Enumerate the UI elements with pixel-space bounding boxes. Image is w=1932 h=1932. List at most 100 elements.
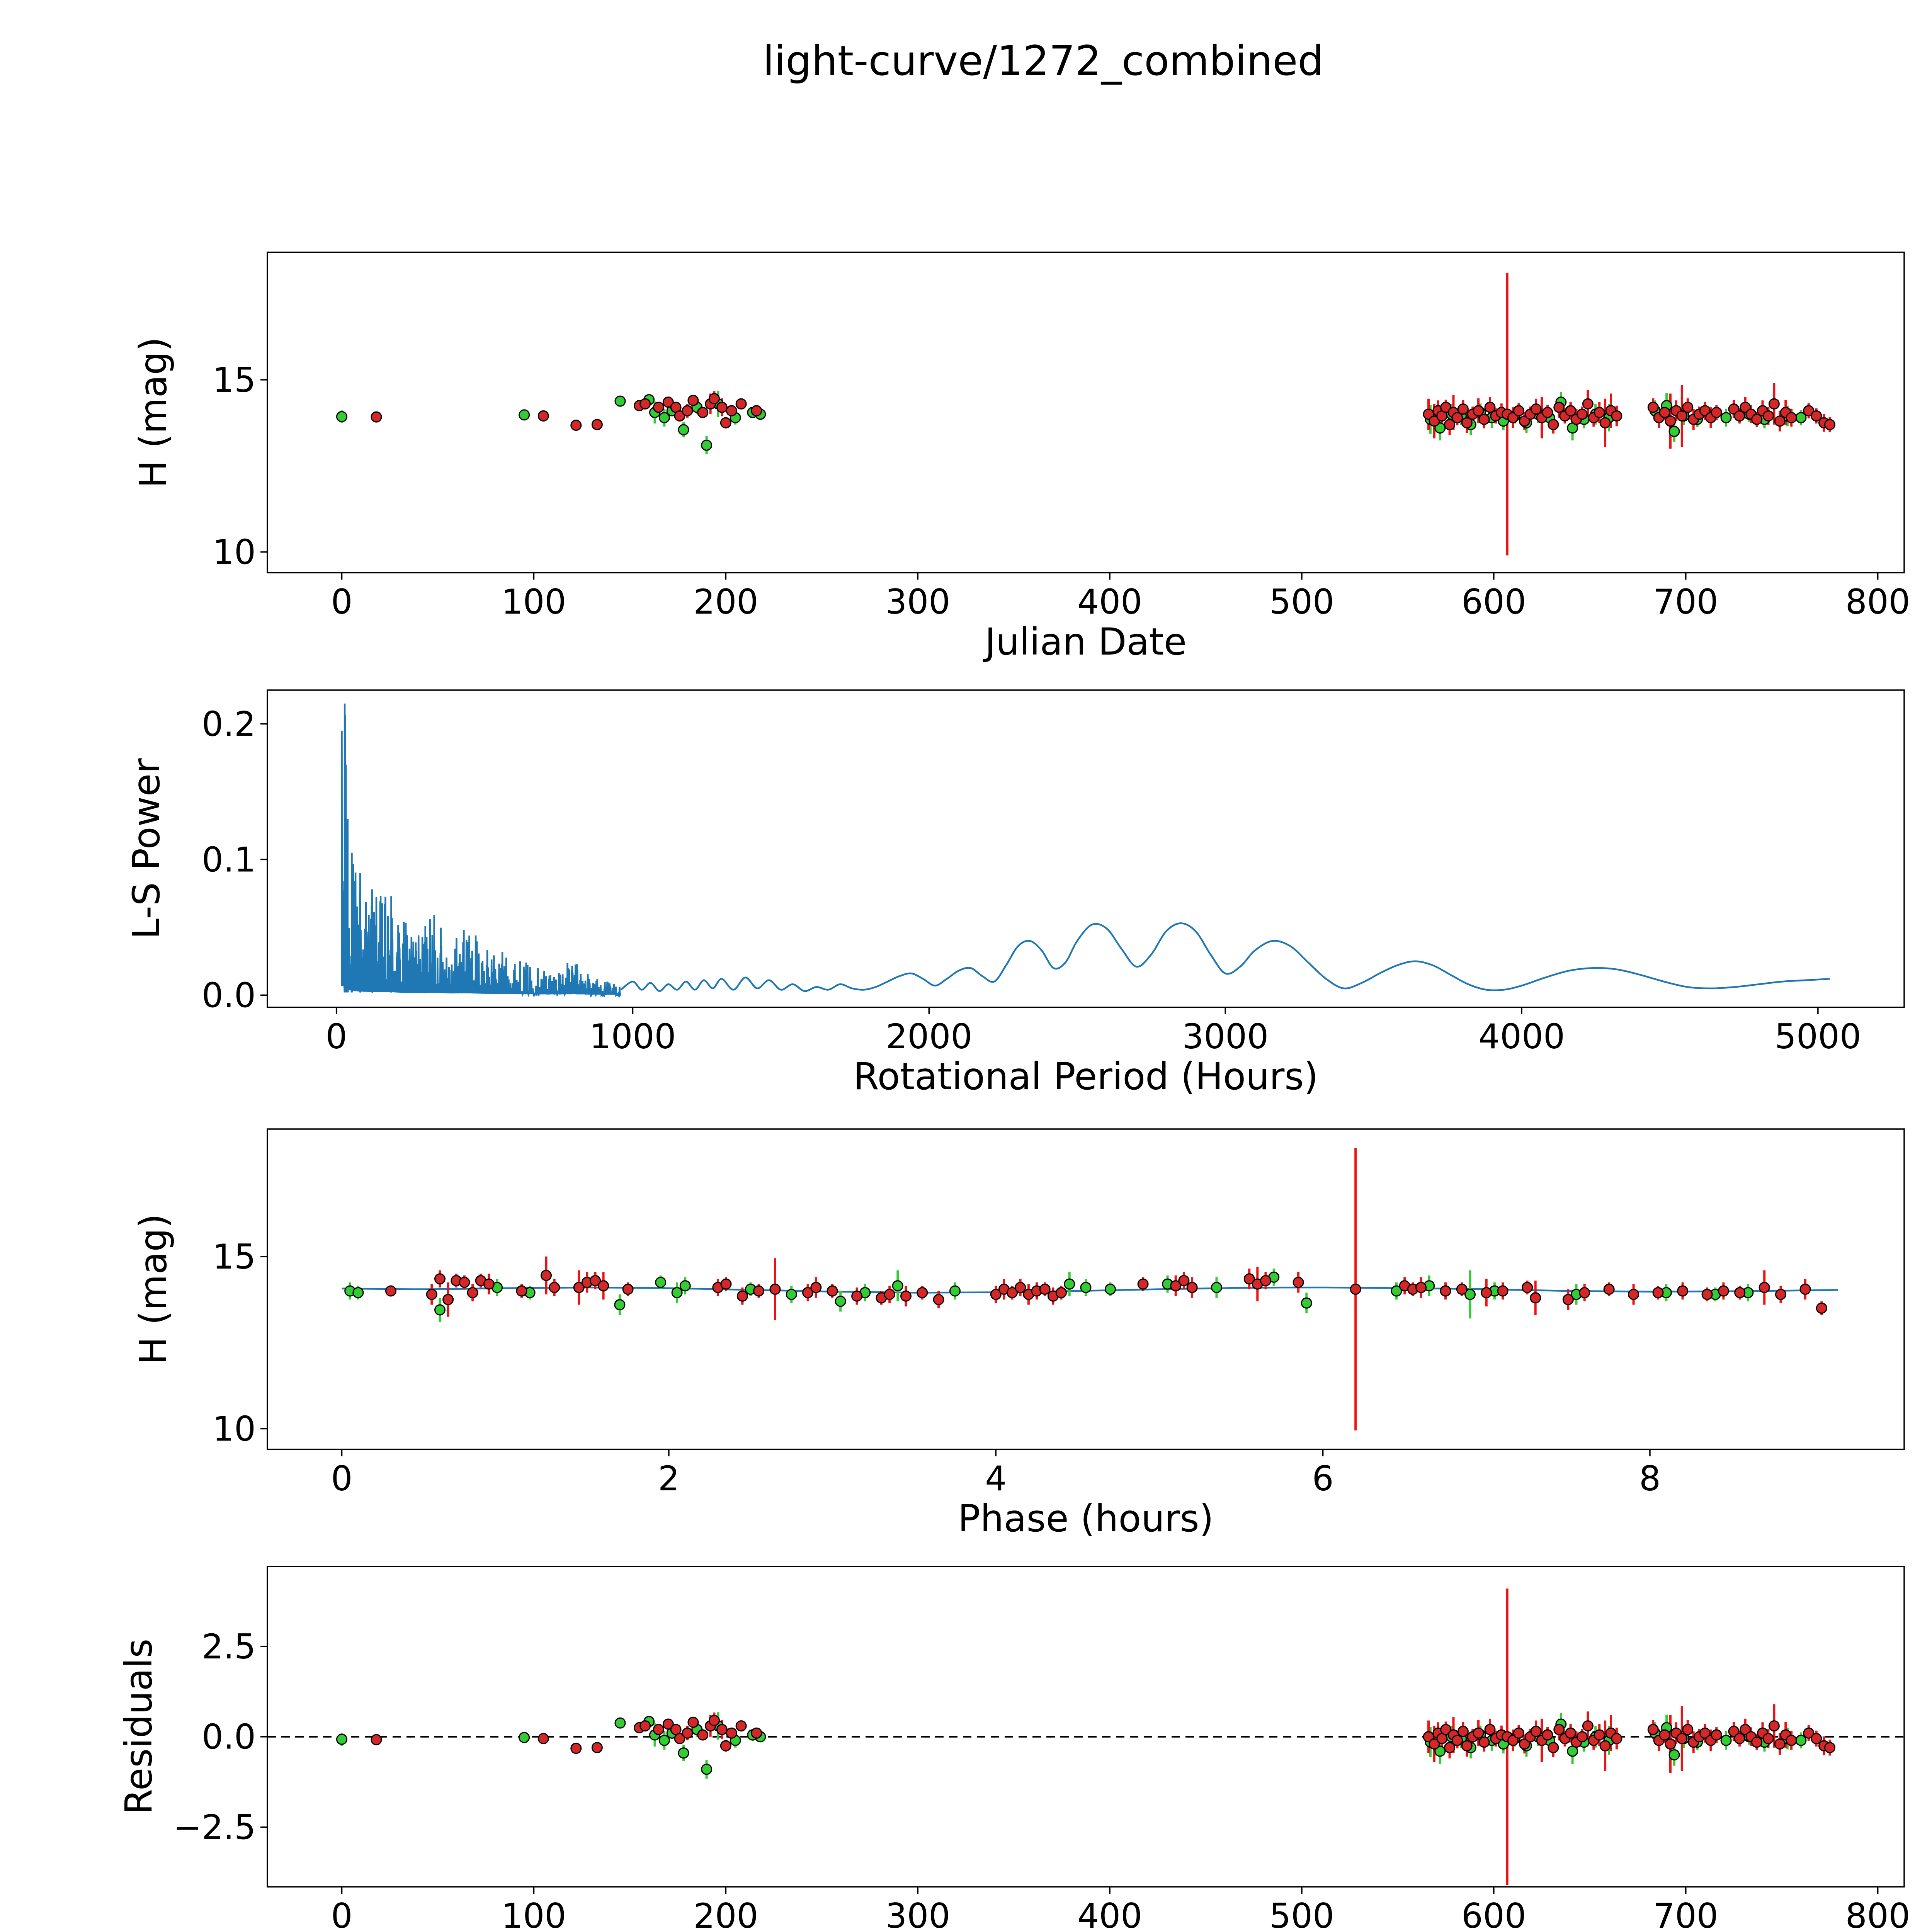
data-point — [1659, 1729, 1670, 1741]
data-point — [1457, 403, 1469, 415]
data-point — [1701, 1289, 1713, 1300]
axes-background — [267, 1566, 1904, 1887]
x-tick-label: 300 — [885, 1896, 950, 1932]
data-point — [653, 401, 664, 413]
data-point — [1720, 1735, 1732, 1746]
data-point — [709, 1715, 720, 1726]
data-point — [720, 417, 731, 429]
figure-title: light-curve/1272_combined — [763, 37, 1324, 85]
data-point — [1611, 1733, 1622, 1744]
x-axis-label: Rotational Period (Hours) — [853, 1055, 1318, 1098]
data-point — [835, 1296, 846, 1307]
data-point — [769, 1284, 781, 1295]
data-point — [662, 1718, 674, 1730]
data-point — [639, 1720, 651, 1732]
data-point — [1799, 1284, 1811, 1295]
x-tick-label: 2 — [658, 1459, 680, 1498]
data-point — [352, 1287, 364, 1298]
data-point — [570, 420, 582, 431]
x-tick-label: 5000 — [1775, 1017, 1861, 1056]
data-point — [1811, 410, 1822, 422]
plot-area-residuals — [267, 1588, 1904, 1885]
data-point — [697, 407, 709, 418]
data-point — [614, 1717, 626, 1729]
data-point — [1665, 415, 1676, 427]
data-point — [1105, 1284, 1116, 1295]
data-point — [892, 1280, 903, 1292]
data-point — [1473, 1727, 1484, 1739]
data-point — [1007, 1287, 1018, 1298]
data-point — [1676, 1733, 1688, 1744]
data-point — [1762, 410, 1774, 422]
x-tick-label: 100 — [501, 1896, 566, 1932]
data-point — [591, 419, 603, 430]
data-point — [709, 393, 720, 405]
data-point — [653, 1724, 664, 1735]
data-point — [1711, 1729, 1722, 1741]
data-point — [716, 1724, 728, 1735]
data-point — [720, 1740, 731, 1752]
data-point — [1599, 1740, 1611, 1752]
y-tick-label: 0.1 — [202, 840, 256, 879]
data-point — [726, 1727, 737, 1739]
data-point — [1668, 1749, 1680, 1760]
x-tick-label: 300 — [885, 582, 950, 622]
data-point — [1682, 401, 1694, 413]
data-point — [1647, 401, 1659, 413]
data-point — [671, 1287, 683, 1298]
data-point — [1751, 1736, 1763, 1748]
data-point — [1775, 1289, 1786, 1300]
data-point — [716, 401, 728, 413]
data-point — [371, 411, 382, 423]
y-tick-label: 10 — [213, 532, 256, 572]
data-point — [1350, 1284, 1361, 1295]
data-point — [549, 1282, 560, 1293]
markers-dataset-red — [371, 393, 1835, 431]
data-point — [917, 1287, 928, 1298]
data-point — [537, 410, 549, 422]
data-point — [1513, 1727, 1524, 1739]
x-tick-label: 1000 — [590, 1017, 676, 1056]
markers-dataset-red — [371, 1715, 1835, 1754]
data-point — [1243, 1273, 1255, 1285]
data-point — [1594, 407, 1605, 418]
data-point — [678, 1747, 689, 1759]
data-point — [827, 1285, 838, 1297]
data-point — [1211, 1282, 1222, 1293]
data-point — [1186, 1282, 1198, 1293]
data-point — [1768, 1720, 1780, 1732]
data-point — [1582, 1720, 1594, 1732]
data-point — [1444, 419, 1456, 430]
data-point — [751, 1727, 762, 1739]
data-point — [1647, 1724, 1659, 1735]
data-point — [1677, 1285, 1689, 1297]
data-point — [753, 1285, 765, 1297]
panel-residuals: 0100200300400500600700800−2.50.02.5Julia… — [117, 1566, 1910, 1932]
data-point — [1728, 1726, 1740, 1737]
x-tick-label: 200 — [693, 1896, 758, 1932]
data-point — [1582, 398, 1594, 410]
data-point — [1668, 426, 1680, 437]
data-point — [658, 1735, 670, 1746]
data-point — [1734, 410, 1745, 422]
data-point — [1803, 1727, 1815, 1739]
data-point — [1565, 1727, 1577, 1739]
x-tick-label: 800 — [1845, 1896, 1910, 1932]
data-point — [1734, 1733, 1745, 1744]
data-point — [1824, 419, 1835, 430]
data-point — [802, 1287, 814, 1298]
y-tick-label: 15 — [213, 1237, 256, 1277]
data-point — [1137, 1278, 1149, 1290]
data-point — [1759, 1282, 1770, 1293]
data-point — [674, 410, 685, 422]
data-point — [1452, 1735, 1463, 1746]
data-point — [1682, 1724, 1694, 1735]
data-point — [900, 1290, 912, 1302]
data-point — [949, 1285, 961, 1297]
data-point — [598, 1280, 609, 1292]
markers-dataset-red — [385, 1270, 1827, 1314]
data-point — [682, 1727, 693, 1739]
data-point — [1429, 1738, 1440, 1750]
axes-spines — [267, 689, 1905, 1008]
